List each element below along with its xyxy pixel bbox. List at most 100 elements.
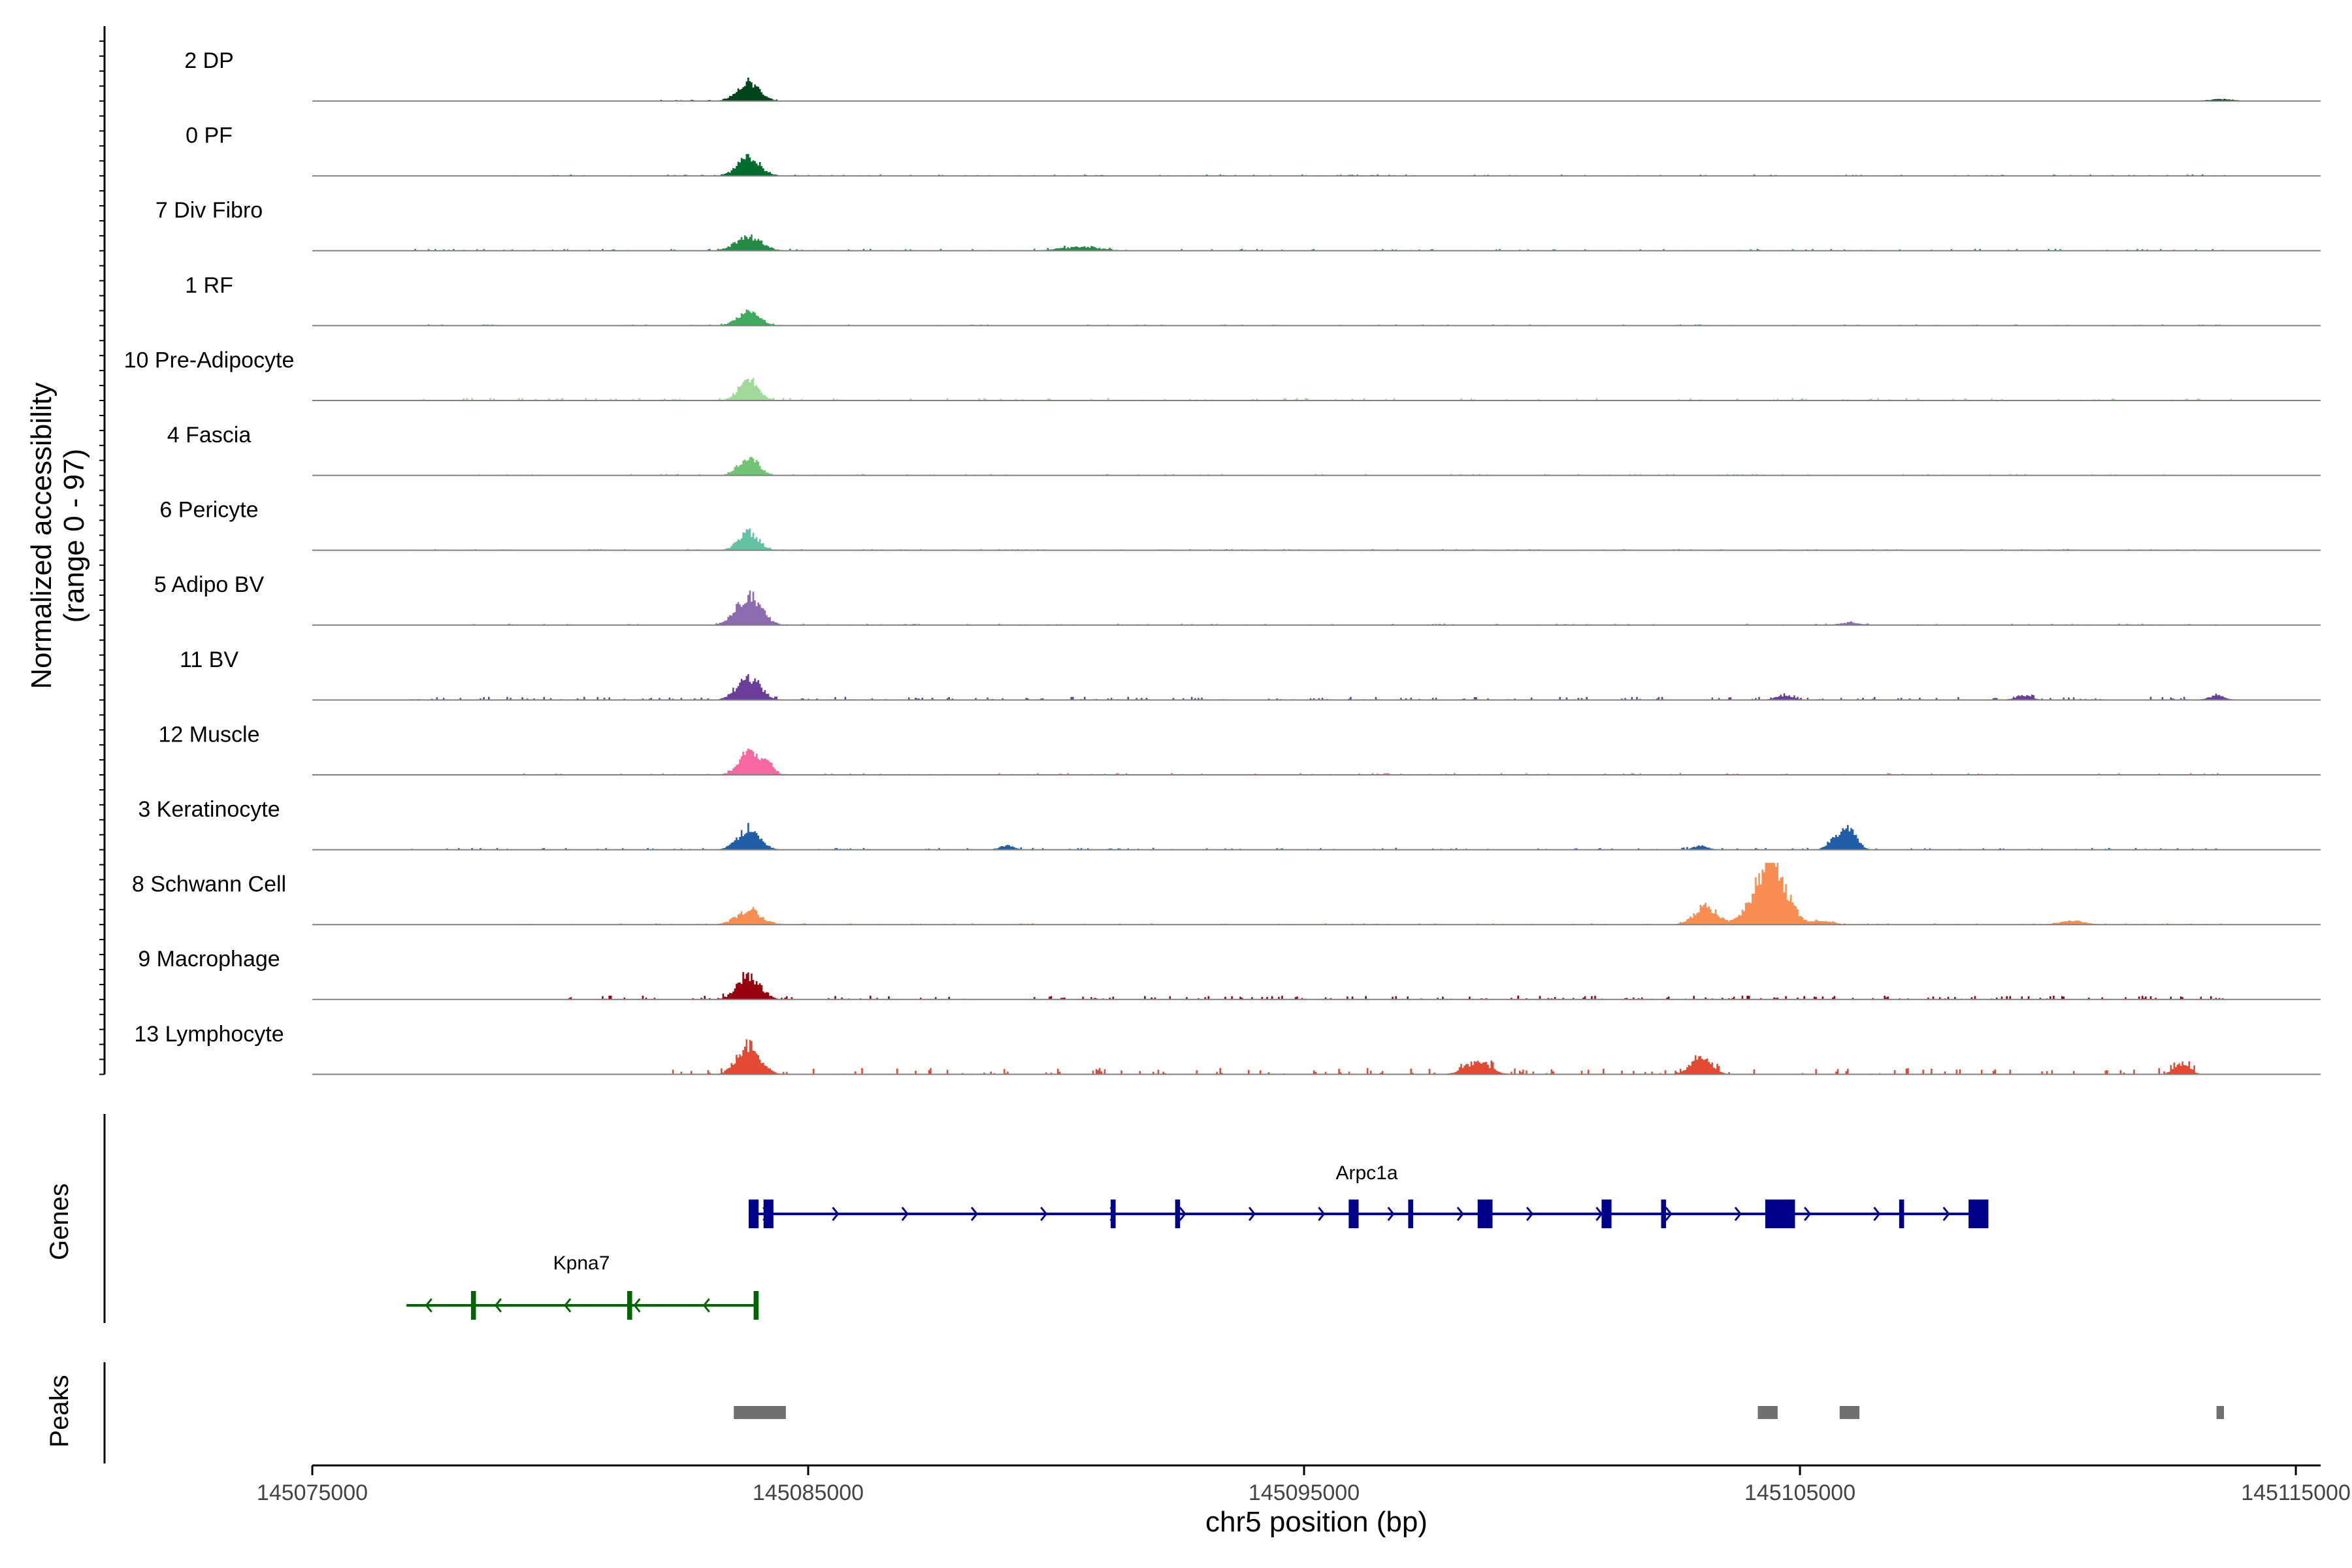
gene-exon: [1111, 1200, 1116, 1228]
gene-exon: [1601, 1200, 1612, 1228]
strand-arrow: [494, 1298, 502, 1313]
coverage-y-axis: [99, 26, 106, 1075]
track-label: 3 Keratinocyte: [138, 797, 280, 822]
x-tick-label: 145105000: [1744, 1480, 1855, 1505]
track-label: 9 Macrophage: [138, 947, 280, 972]
track-label: 2 DP: [184, 48, 234, 73]
strand-arrow: [1040, 1207, 1048, 1221]
coverage-area: [312, 77, 2321, 101]
strand-arrow: [1595, 1207, 1603, 1221]
strand-arrow: [1734, 1207, 1742, 1221]
gene-exon: [1968, 1200, 1989, 1228]
strand-arrow: [1318, 1207, 1326, 1221]
coverage-area: [312, 528, 2321, 551]
gene-exon: [1765, 1200, 1795, 1228]
coverage-area: [312, 378, 2321, 400]
coverage-area: [312, 590, 2321, 625]
strand-arrow: [832, 1207, 840, 1221]
coverage-area: [312, 234, 2321, 251]
genes-track: Arpc1a Kpna7: [103, 1114, 1989, 1323]
coverage-area: [312, 748, 2321, 775]
strand-arrow: [1873, 1207, 1881, 1221]
strand-arrow: [702, 1298, 710, 1313]
gene-label: Kpna7: [553, 1252, 610, 1274]
gene-exon: [470, 1291, 476, 1320]
gene-exon: [1408, 1200, 1414, 1228]
strand-arrow: [901, 1207, 909, 1221]
x-axis-title: chr5 position (bp): [1205, 1506, 1428, 1538]
strand-arrow: [564, 1298, 572, 1313]
coverage-track: 3 Keratinocyte: [138, 797, 2321, 851]
peaks-track-title: Peaks: [45, 1375, 74, 1447]
track-label: 10 Pre-Adipocyte: [124, 348, 295, 372]
x-tick-label: 145095000: [1249, 1480, 1360, 1505]
strand-arrow: [1526, 1207, 1534, 1221]
strand-arrow: [1942, 1207, 1950, 1221]
gene-label: Arpc1a: [1335, 1162, 1397, 1184]
coverage-area: [312, 457, 2321, 476]
coverage-track: 11 BV: [180, 647, 2321, 701]
genes-track-title: Genes: [45, 1183, 74, 1260]
track-label: 4 Fascia: [167, 423, 252, 448]
strand-arrow: [970, 1207, 979, 1221]
coverage-tracks: 2 DP 0 PF 7 Div Fibro 1 RF 10 Pre-Adipocyte 4…: [124, 48, 2321, 1075]
coverage-track: 12 Muscle: [159, 722, 2321, 776]
coverage-area: [312, 862, 2321, 925]
y-axis-title-range: (range 0 - 97): [58, 449, 90, 623]
peak-region: [734, 1406, 786, 1419]
coverage-area: [312, 823, 2321, 850]
x-tick-label: 145075000: [257, 1480, 368, 1505]
track-label: 7 Div Fibro: [155, 198, 263, 223]
y-axis-title: Normalized accessibility: [25, 382, 57, 689]
peaks-track: [103, 1362, 2224, 1463]
coverage-track: 4 Fascia: [167, 423, 2321, 476]
coverage-track: 9 Macrophage: [138, 947, 2321, 1000]
x-axis: 145075000 145085000 145095000 145105000 1451…: [257, 1464, 2351, 1505]
gene-exon: [763, 1200, 774, 1228]
coverage-track: 1 RF: [185, 273, 2321, 327]
x-tick-label: 145115000: [2241, 1480, 2351, 1505]
coverage-track: 0 PF: [186, 123, 2321, 177]
gene-exon: [753, 1291, 759, 1320]
gene-exon: [1661, 1200, 1667, 1228]
strand-arrow: [1665, 1207, 1673, 1221]
track-label: 8 Schwann Cell: [132, 872, 286, 897]
gene-exon: [1175, 1200, 1181, 1228]
peak-region: [1839, 1406, 1860, 1419]
strand-arrow: [633, 1298, 641, 1313]
gene-model: Kpna7: [406, 1252, 759, 1320]
track-label: 1 RF: [185, 273, 233, 298]
coverage-track: 5 Adipo BV: [154, 572, 2321, 626]
x-tick-label: 145085000: [753, 1480, 864, 1505]
track-label: 12 Muscle: [159, 722, 260, 747]
gene-exon: [627, 1291, 632, 1320]
coverage-area: [312, 1039, 2321, 1075]
track-label: 6 Pericyte: [159, 498, 258, 523]
strand-arrow: [425, 1298, 433, 1313]
peak-region: [1757, 1406, 1778, 1419]
gene-model: Arpc1a: [748, 1162, 1989, 1228]
coverage-area: [312, 972, 2321, 1000]
strand-arrow: [1456, 1207, 1464, 1221]
strand-arrow: [1179, 1207, 1186, 1221]
track-label: 5 Adipo BV: [154, 572, 265, 597]
strand-arrow: [1804, 1207, 1812, 1221]
track-label: 11 BV: [180, 647, 238, 672]
coverage-track: 2 DP: [184, 48, 2321, 102]
gene-exon: [1899, 1200, 1904, 1228]
coverage-track: 13 Lymphocyte: [134, 1022, 2321, 1075]
coverage-track: 7 Div Fibro: [155, 198, 2321, 252]
strand-arrow: [1248, 1207, 1256, 1221]
coverage-area: [312, 154, 2321, 176]
track-label: 13 Lymphocyte: [134, 1022, 284, 1047]
coverage-area: [312, 674, 2321, 700]
strand-arrow: [1387, 1207, 1395, 1221]
gene-exon: [748, 1200, 759, 1228]
peak-region: [2216, 1406, 2224, 1419]
coverage-track: 6 Pericyte: [159, 498, 2321, 551]
coverage-area: [312, 309, 2321, 326]
track-label: 0 PF: [186, 123, 233, 148]
coverage-track: 8 Schwann Cell: [132, 862, 2321, 926]
gene-exon: [1348, 1200, 1359, 1228]
